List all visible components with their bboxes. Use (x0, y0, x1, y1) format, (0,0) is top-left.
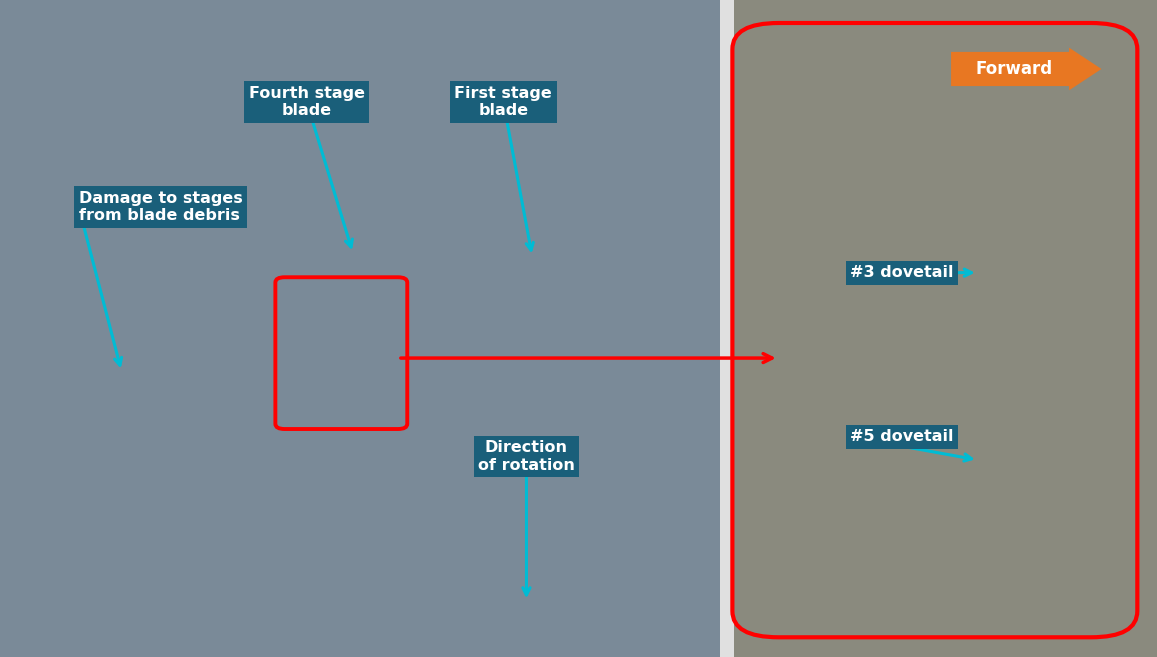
Text: First stage
blade: First stage blade (455, 85, 552, 118)
Bar (734, 0, 1157, 657)
Text: Direction
of rotation: Direction of rotation (478, 440, 575, 473)
Bar (720, 0, 734, 657)
Text: Fourth stage
blade: Fourth stage blade (249, 85, 364, 118)
Text: Forward: Forward (975, 60, 1053, 78)
Text: Damage to stages
from blade debris: Damage to stages from blade debris (79, 191, 243, 223)
Text: #3 dovetail: #3 dovetail (850, 265, 953, 280)
FancyArrow shape (951, 48, 1101, 91)
Text: #5 dovetail: #5 dovetail (850, 430, 953, 444)
Bar (0, 0, 720, 657)
